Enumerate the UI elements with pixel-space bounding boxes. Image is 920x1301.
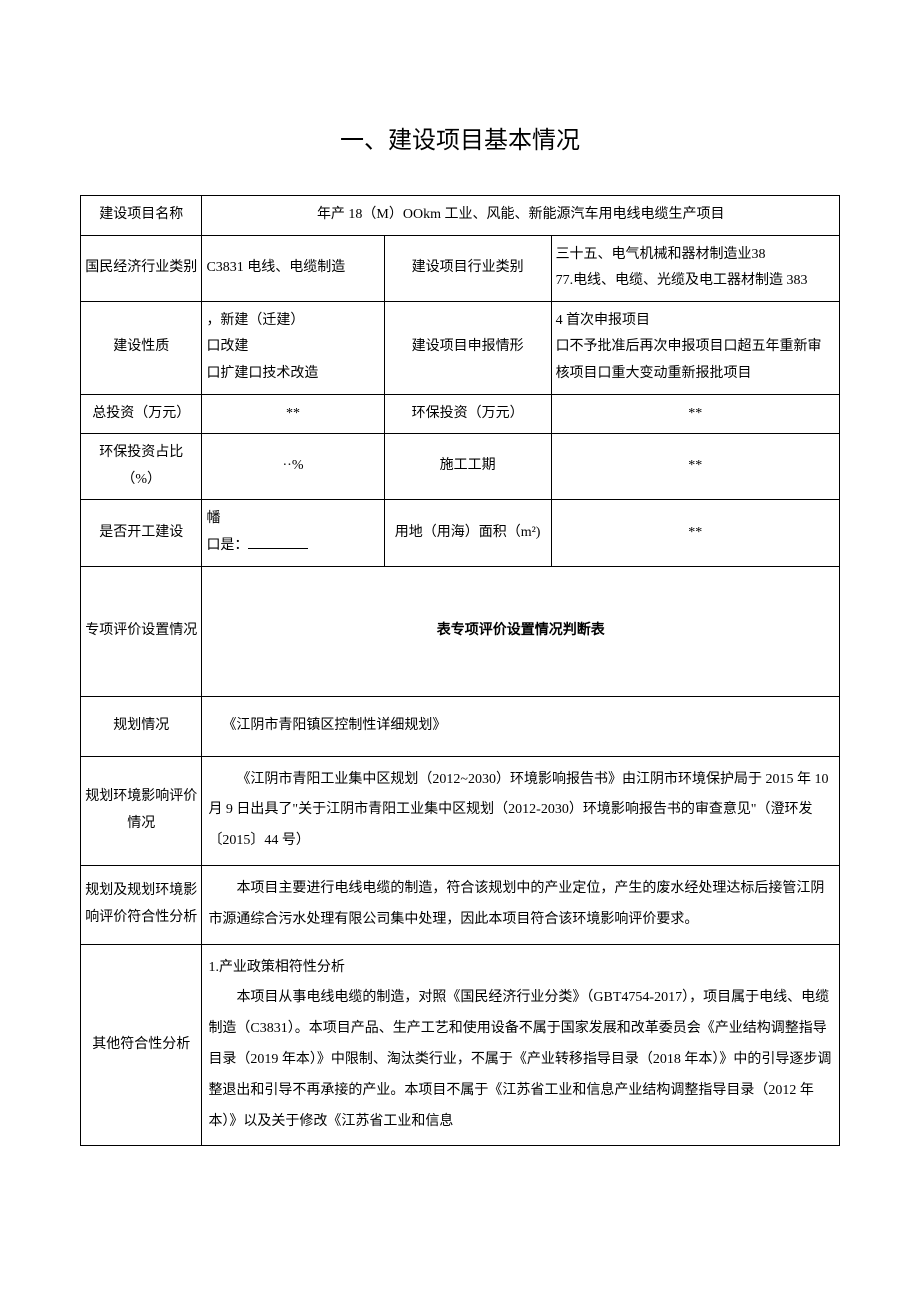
label-total-invest: 总投资（万元） — [81, 394, 202, 434]
value-industry-category: 三十五、电气机械和器材制造业38 77.电线、电缆、光缆及电工器材制造 383 — [551, 235, 839, 301]
para: 本项目主要进行电线电缆的制造，符合该规划中的产业定位，产生的废水经处理达标后接管… — [208, 874, 833, 936]
table-row: 国民经济行业类别 C3831 电线、电缆制造 建设项目行业类别 三十五、电气机械… — [81, 235, 840, 301]
table-row: 是否开工建设 幡 口是： 用地（用海）面积（m²) ** — [81, 500, 840, 566]
value-declare-type: 4 首次申报项目 口不予批准后再次申报项目口超五年重新审核项目口重大变动重新报批… — [551, 301, 839, 394]
label-declare-type: 建设项目申报情形 — [384, 301, 551, 394]
value-land-area: ** — [551, 500, 839, 566]
value-planning: 《江阴市青阳镇区控制性详细规划》 — [202, 696, 840, 756]
label-other-conformity: 其他符合性分析 — [81, 944, 202, 1146]
table-row: 规划及规划环境影响评价符合性分析 本项目主要进行电线电缆的制造，符合该规划中的产… — [81, 865, 840, 944]
value-started: 幡 口是： — [202, 500, 384, 566]
value-project-name: 年产 18（M）OOkm 工业、风能、新能源汽车用电线电缆生产项目 — [202, 196, 840, 236]
value-started-line2: 口是： — [206, 538, 248, 553]
value-plan-env-eval: 《江阴市青阳工业集中区规划（2012~2030）环境影响报告书》由江阴市环境保护… — [202, 756, 840, 865]
label-env-ratio: 环保投资占比（%） — [81, 434, 202, 500]
value-build-nature: ，新建（迁建） 口改建 口扩建口技术改造 — [202, 301, 384, 394]
table-row: 建设项目名称 年产 18（M）OOkm 工业、风能、新能源汽车用电线电缆生产项目 — [81, 196, 840, 236]
table-row: 其他符合性分析 1.产业政策相符性分析 本项目从事电线电缆的制造，对照《国民经济… — [81, 944, 840, 1146]
label-special-eval: 专项评价设置情况 — [81, 566, 202, 696]
table-row: 规划情况 《江阴市青阳镇区控制性详细规划》 — [81, 696, 840, 756]
para: 《江阴市青阳工业集中区规划（2012~2030）环境影响报告书》由江阴市环境保护… — [208, 765, 833, 857]
label-industry-category: 建设项目行业类别 — [384, 235, 551, 301]
para: 本项目从事电线电缆的制造，对照《国民经济行业分类》（GBT4754-2017），… — [208, 983, 833, 1137]
label-industry-code: 国民经济行业类别 — [81, 235, 202, 301]
value-env-ratio: ··% — [202, 434, 384, 500]
label-build-nature: 建设性质 — [81, 301, 202, 394]
table-row: 环保投资占比（%） ··% 施工工期 ** — [81, 434, 840, 500]
value-construction-period: ** — [551, 434, 839, 500]
label-project-name: 建设项目名称 — [81, 196, 202, 236]
label-land-area: 用地（用海）面积（m²) — [384, 500, 551, 566]
value-industry-code: C3831 电线、电缆制造 — [202, 235, 384, 301]
label-started: 是否开工建设 — [81, 500, 202, 566]
value-total-invest: ** — [202, 394, 384, 434]
blank-underline — [248, 534, 308, 549]
table-row: 建设性质 ，新建（迁建） 口改建 口扩建口技术改造 建设项目申报情形 4 首次申… — [81, 301, 840, 394]
table-row: 专项评价设置情况 表专项评价设置情况判断表 — [81, 566, 840, 696]
value-started-line1: 幡 — [206, 511, 220, 526]
value-other-conformity: 1.产业政策相符性分析 本项目从事电线电缆的制造，对照《国民经济行业分类》（GB… — [202, 944, 840, 1146]
label-plan-conformity: 规划及规划环境影响评价符合性分析 — [81, 865, 202, 944]
table-row: 规划环境影响评价情况 《江阴市青阳工业集中区规划（2012~2030）环境影响报… — [81, 756, 840, 865]
label-construction-period: 施工工期 — [384, 434, 551, 500]
label-planning: 规划情况 — [81, 696, 202, 756]
project-info-table: 建设项目名称 年产 18（M）OOkm 工业、风能、新能源汽车用电线电缆生产项目… — [80, 195, 840, 1146]
value-special-eval: 表专项评价设置情况判断表 — [202, 566, 840, 696]
label-env-invest: 环保投资（万元） — [384, 394, 551, 434]
page-title: 一、建设项目基本情况 — [80, 120, 840, 155]
table-row: 总投资（万元） ** 环保投资（万元） ** — [81, 394, 840, 434]
label-plan-env-eval: 规划环境影响评价情况 — [81, 756, 202, 865]
value-plan-conformity: 本项目主要进行电线电缆的制造，符合该规划中的产业定位，产生的废水经处理达标后接管… — [202, 865, 840, 944]
para-head: 1.产业政策相符性分析 — [208, 953, 833, 984]
value-env-invest: ** — [551, 394, 839, 434]
